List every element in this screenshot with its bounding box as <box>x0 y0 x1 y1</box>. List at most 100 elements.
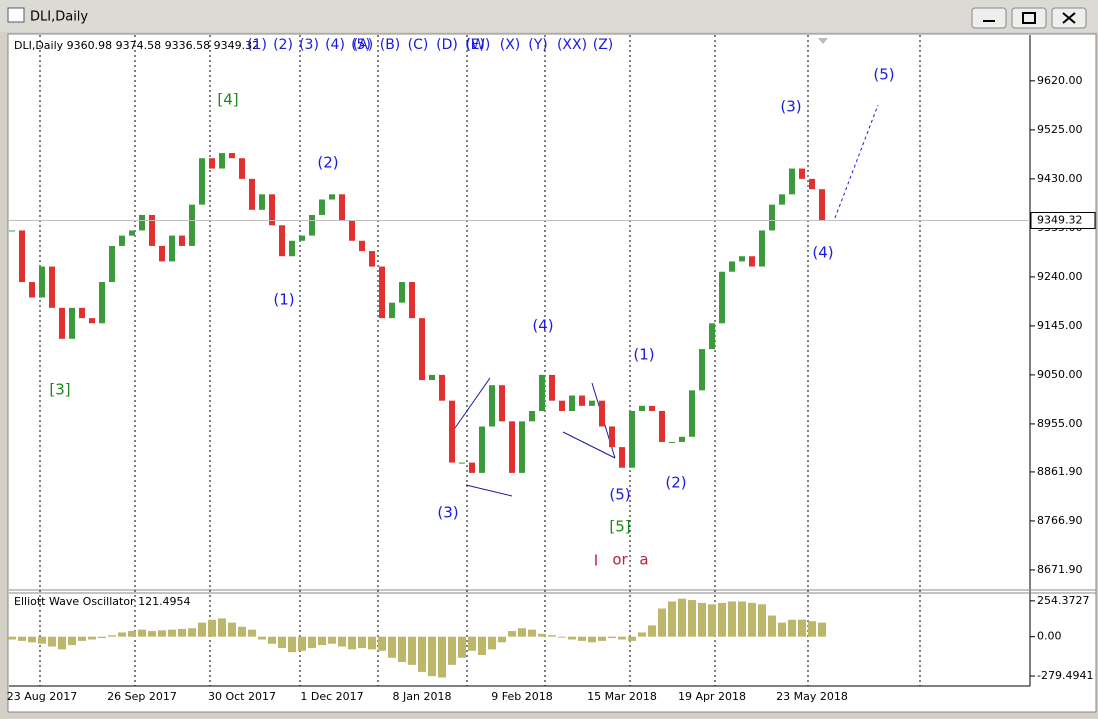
oscillator-bar <box>48 636 56 647</box>
oscillator-bar <box>618 636 626 640</box>
candle <box>379 266 385 319</box>
candle <box>609 426 615 448</box>
wave-label: (3) <box>437 504 458 522</box>
oscillator-bar <box>798 619 806 637</box>
candle <box>399 282 405 303</box>
wave-button: (X) <box>500 37 521 53</box>
y-tick-label: 9240.00 <box>1037 270 1083 283</box>
candle <box>729 261 735 272</box>
candle <box>209 158 215 169</box>
oscillator-bar <box>558 636 566 638</box>
y-tick-label: 9430.00 <box>1037 172 1083 185</box>
oscillator-bar <box>548 635 556 637</box>
window-title: DLI,Daily <box>30 10 88 25</box>
window-controls[interactable] <box>971 7 1087 29</box>
x-tick-label: 15 Mar 2018 <box>587 690 657 703</box>
candle <box>419 318 425 381</box>
oscillator-bar <box>398 636 406 663</box>
oscillator-bar <box>208 619 216 637</box>
oscillator-bar <box>288 636 296 653</box>
x-tick-label: 23 May 2018 <box>776 690 848 703</box>
candle <box>649 405 655 411</box>
candle <box>439 374 445 401</box>
oscillator-bar <box>608 636 616 639</box>
wave-button: (2) <box>273 37 293 53</box>
oscillator-bar <box>278 636 286 648</box>
candle <box>119 235 125 246</box>
wave-label: (4) <box>532 317 553 335</box>
candle <box>789 168 795 195</box>
oscillator-bar <box>108 635 116 637</box>
candle <box>229 153 235 159</box>
chart-area <box>7 33 1097 713</box>
oscillator-bar <box>438 636 446 678</box>
wave-button: (1) <box>247 37 267 53</box>
candle <box>19 230 25 283</box>
oscillator-bar <box>58 636 66 650</box>
y-tick-label: 9050.00 <box>1037 368 1083 381</box>
oscillator-bar <box>748 602 756 637</box>
candle <box>199 158 205 205</box>
minimize-button[interactable] <box>971 7 1007 29</box>
candle <box>69 307 75 339</box>
candle <box>269 194 275 226</box>
y-tick-label: 8671.90 <box>1037 563 1083 576</box>
candle <box>779 194 785 205</box>
oscillator-bar <box>428 636 436 677</box>
oscillator-bar <box>658 608 666 637</box>
candle <box>509 421 515 473</box>
x-tick-label: 26 Sep 2017 <box>107 690 177 703</box>
oscillator-bar <box>28 636 36 643</box>
oscillator-bar <box>448 636 456 665</box>
wave-label: (1) <box>273 291 294 309</box>
oscillator-bar <box>708 604 716 637</box>
wave-label: I <box>594 552 598 570</box>
oscillator-bar <box>698 602 706 637</box>
candle <box>259 194 265 210</box>
wave-button: (4) <box>325 37 345 53</box>
candle <box>449 400 455 463</box>
maximize-button[interactable] <box>1011 7 1047 29</box>
oscillator-bar <box>188 628 196 637</box>
candle <box>529 410 535 422</box>
oscillator-bar <box>218 618 226 637</box>
y-tick-label: 8861.90 <box>1037 465 1083 478</box>
wave-label: (5) <box>609 486 630 504</box>
candle <box>79 307 85 319</box>
wave-label: [4] <box>217 91 238 109</box>
candle <box>659 410 665 442</box>
x-tick-label: 1 Dec 2017 <box>300 690 363 703</box>
oscillator-bar <box>628 636 636 641</box>
y-tick-label: 9525.00 <box>1037 123 1083 136</box>
oscillator-bar <box>228 622 236 637</box>
candle <box>309 214 315 236</box>
oscillator-bar <box>18 636 26 641</box>
oscillator-bar <box>518 628 526 637</box>
candle <box>689 390 695 437</box>
candle <box>349 220 355 241</box>
oscillator-bar <box>738 601 746 637</box>
oscillator-bar <box>88 636 96 640</box>
candle <box>159 245 165 262</box>
oscillator-bar <box>538 633 546 637</box>
candle <box>389 302 395 319</box>
oscillator-bar <box>328 636 336 644</box>
x-tick-label: 23 Aug 2017 <box>7 690 77 703</box>
oscillator-bar <box>318 636 326 646</box>
candle <box>589 400 595 406</box>
oscillator-bar <box>488 636 496 650</box>
oscillator-bar <box>418 636 426 672</box>
oscillator-bar <box>38 636 46 644</box>
oscillator-bar <box>298 636 306 651</box>
candle <box>429 374 435 381</box>
candle <box>139 214 145 231</box>
oscillator-bar <box>458 636 466 658</box>
y-tick-label: 0.00 <box>1037 630 1062 643</box>
oscillator-bar <box>178 628 186 637</box>
oscillator-bar <box>8 636 16 640</box>
oscillator-bar <box>818 622 826 637</box>
oscillator-bar <box>308 636 316 648</box>
candle <box>759 230 765 267</box>
candle <box>479 426 485 473</box>
